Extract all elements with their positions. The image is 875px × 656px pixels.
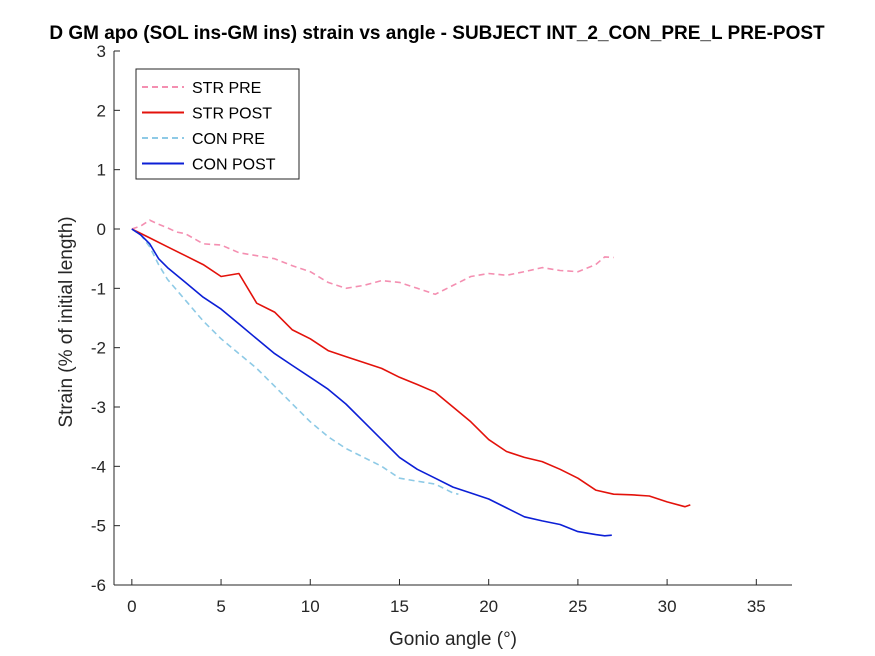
y-tick-label: -3 [91, 398, 106, 417]
y-tick-label: -6 [91, 576, 106, 595]
x-axis-label: Gonio angle (°) [389, 629, 517, 650]
y-tick-label: -5 [91, 517, 106, 536]
series-line-con-post [131, 228, 612, 537]
x-tick-label: 10 [301, 597, 320, 616]
x-tick-label: 0 [127, 597, 136, 616]
x-tick-label: 15 [390, 597, 409, 616]
y-tick-label: -2 [91, 339, 106, 358]
x-tick-label: 25 [568, 597, 587, 616]
y-tick-label: 2 [97, 101, 106, 120]
chart-title: D GM apo (SOL ins-GM ins) strain vs angl… [49, 23, 825, 44]
x-tick-label: 5 [216, 597, 225, 616]
legend-label: STR PRE [192, 80, 261, 97]
y-tick-label: 0 [97, 220, 106, 239]
series-line-con-pre [131, 228, 459, 495]
y-tick-label: -4 [91, 457, 106, 476]
series-line-str-post [131, 228, 691, 508]
series-line-str-pre [131, 219, 614, 296]
legend-label: STR POST [192, 106, 272, 123]
x-tick-label: 35 [747, 597, 766, 616]
x-tick-label: 20 [479, 597, 498, 616]
x-tick-label: 30 [658, 597, 677, 616]
y-tick-label: 1 [97, 161, 106, 180]
legend: STR PRE STR POST CON PRE CON POST [135, 68, 300, 180]
y-axis-label: Strain (% of initial length) [56, 216, 77, 427]
y-tick-label: -1 [91, 279, 106, 298]
legend-label: CON POST [192, 157, 276, 174]
plot-area [113, 51, 792, 586]
legend-label: CON PRE [192, 131, 265, 148]
series-layer [131, 219, 691, 537]
y-tick-label: 3 [97, 42, 106, 61]
